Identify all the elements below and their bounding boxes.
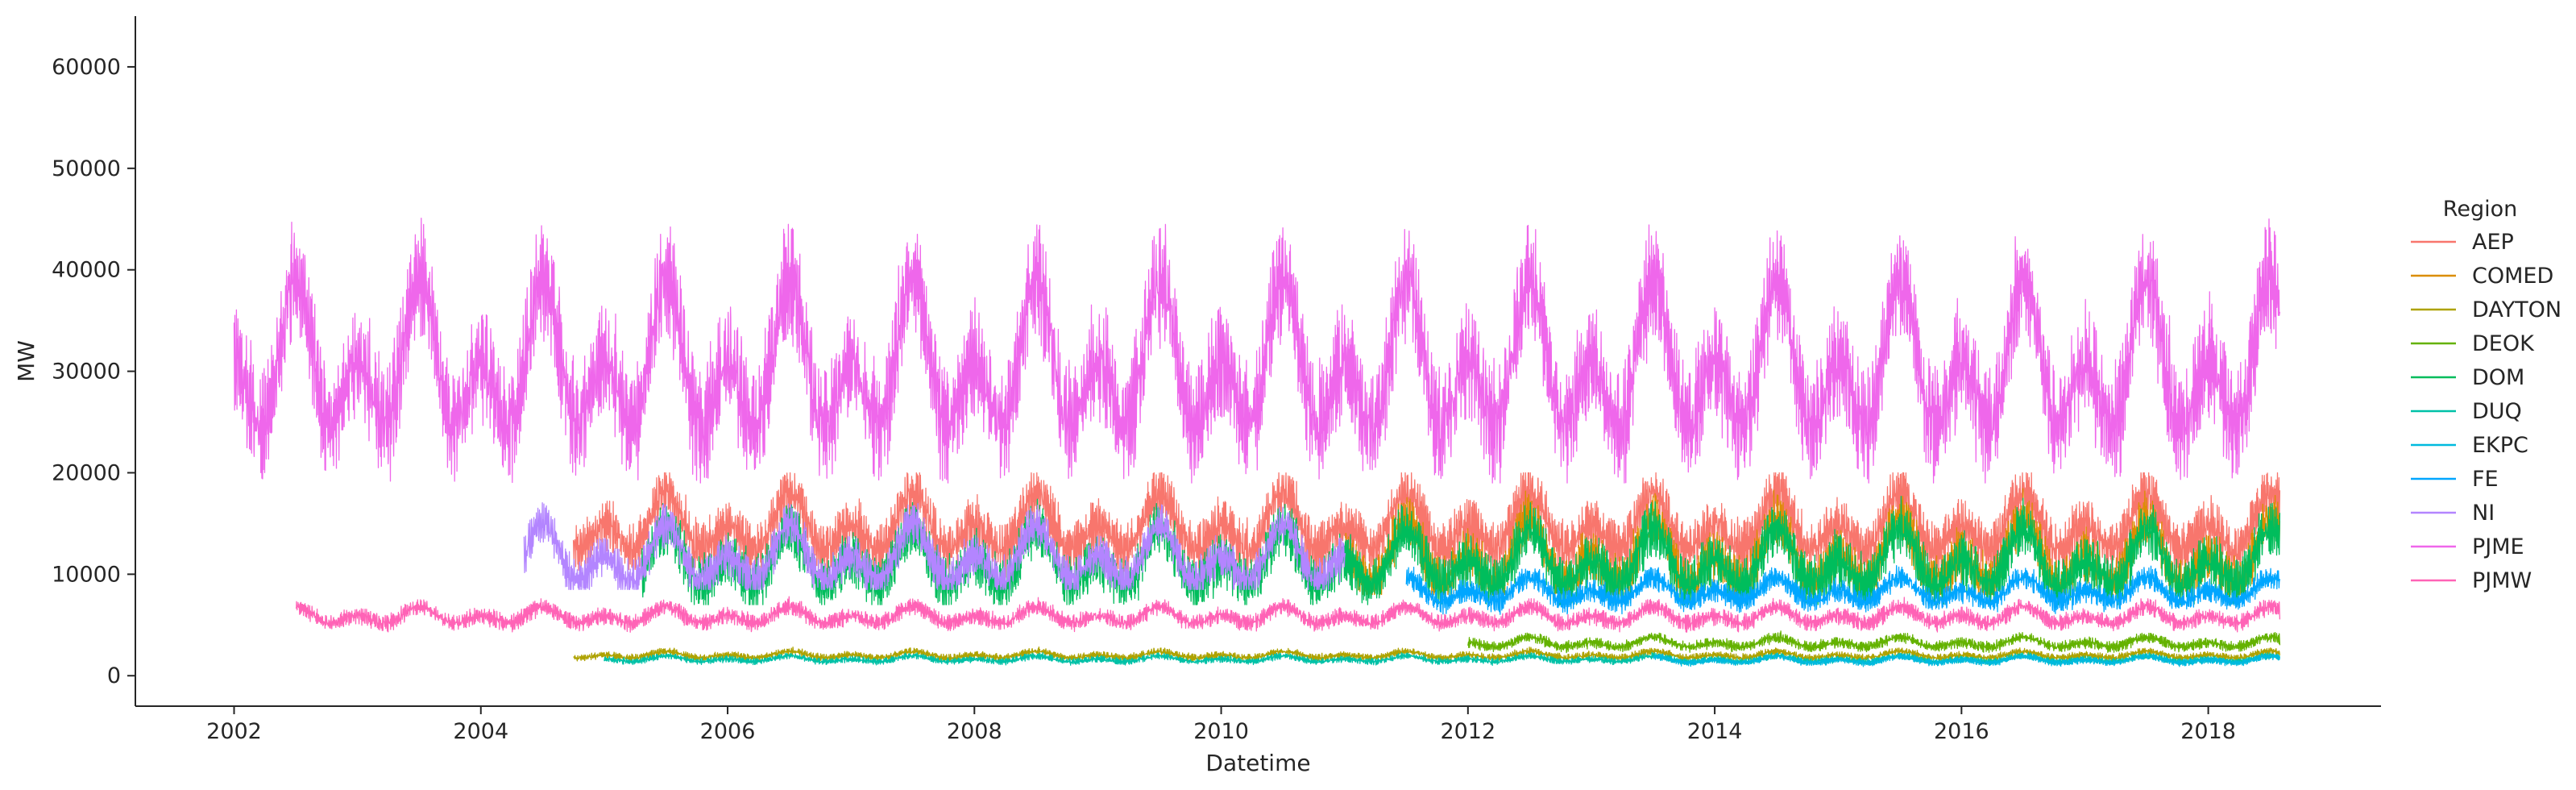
x-tick-label: 2010	[1193, 719, 1249, 744]
x-tick-label: 2014	[1687, 719, 1743, 744]
legend-label: PJME	[2472, 534, 2524, 559]
legend-label: COMED	[2472, 264, 2553, 289]
x-ticks: 2002 2004 2006 2008 2010 2012 2014 2016 2018	[206, 706, 2236, 744]
legend-item-pjmw: PJMW	[2411, 568, 2532, 593]
legend-label: NI	[2472, 501, 2495, 526]
legend-item-comed: COMED	[2411, 264, 2553, 289]
legend-item-duq: DUQ	[2411, 399, 2522, 424]
series-layer	[234, 218, 2280, 667]
legend-label: FE	[2472, 467, 2499, 492]
x-axis-title: Datetime	[1205, 750, 1310, 776]
x-tick-label: 2008	[947, 719, 1002, 744]
x-tick-label: 2004	[453, 719, 508, 744]
y-tick-label: 0	[107, 663, 121, 688]
y-tick-label: 60000	[52, 55, 121, 80]
legend-items: AEP COMED DAYTON DEOK DOM DUQ EKPC FE NI PJME PJMW	[2411, 230, 2561, 593]
y-tick-label: 50000	[52, 156, 121, 181]
y-axis-title: MW	[13, 340, 39, 382]
legend-label: DOM	[2472, 365, 2524, 390]
legend-label: DUQ	[2472, 399, 2522, 424]
x-tick-label: 2006	[700, 719, 756, 744]
y-tick-label: 20000	[52, 460, 121, 485]
x-tick-label: 2016	[1934, 719, 1989, 744]
legend-label: AEP	[2472, 230, 2514, 255]
legend-item-dayton: DAYTON	[2411, 297, 2561, 322]
legend-item-ekpc: EKPC	[2411, 433, 2528, 458]
y-tick-label: 10000	[52, 562, 121, 587]
legend-item-fe: FE	[2411, 467, 2499, 492]
y-tick-label: 30000	[52, 360, 121, 385]
legend-item-aep: AEP	[2411, 230, 2514, 255]
y-ticks: 0 10000 20000 30000 40000 50000 60000	[52, 55, 135, 688]
legend-label: PJMW	[2472, 568, 2532, 593]
y-tick-label: 40000	[52, 258, 121, 283]
legend-label: EKPC	[2472, 433, 2528, 458]
x-tick-label: 2018	[2180, 719, 2236, 744]
legend-label: DEOK	[2472, 331, 2535, 356]
legend-item-deok: DEOK	[2411, 331, 2535, 356]
legend: Region AEP COMED DAYTON DEOK DOM DUQ EKPC FE NI P…	[2411, 197, 2561, 593]
legend-label: DAYTON	[2472, 297, 2561, 322]
series-line-pjme	[234, 218, 2280, 483]
series-line-deok	[1468, 631, 2280, 653]
legend-title: Region	[2443, 197, 2517, 222]
x-tick-label: 2012	[1440, 719, 1495, 744]
legend-item-ni: NI	[2411, 501, 2495, 526]
legend-item-pjme: PJME	[2411, 534, 2524, 559]
x-tick-label: 2002	[206, 719, 262, 744]
legend-item-dom: DOM	[2411, 365, 2524, 390]
